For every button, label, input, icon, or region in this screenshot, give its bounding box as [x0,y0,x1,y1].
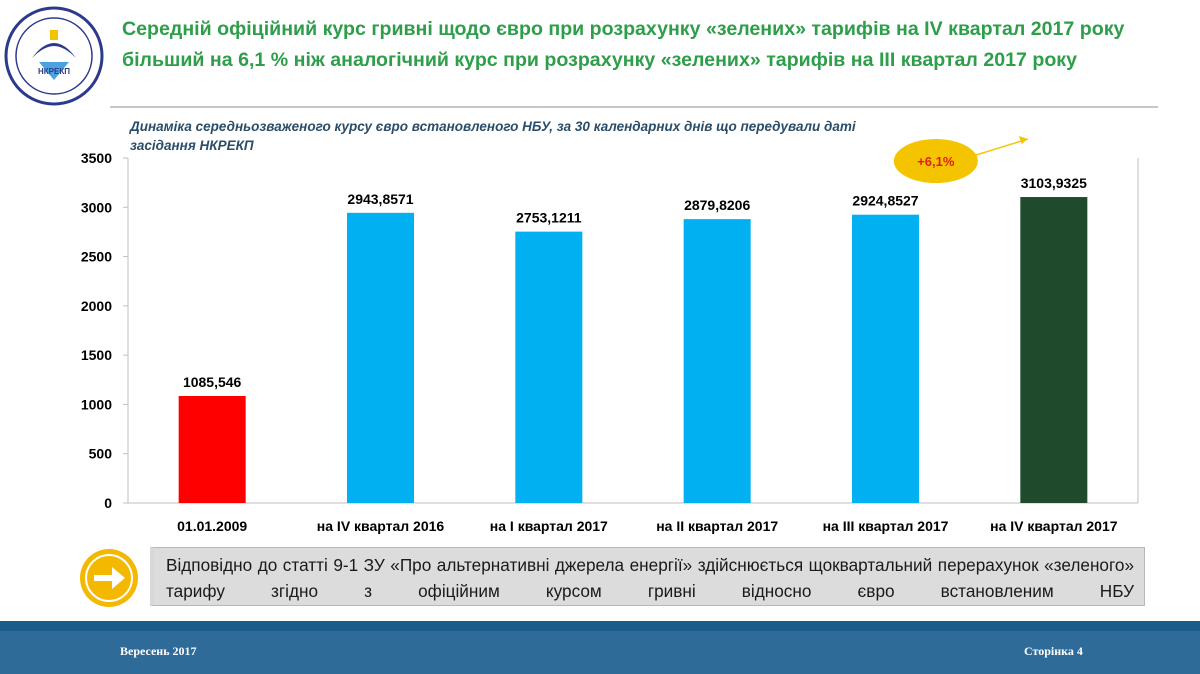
chart-subtitle-line-1: Динаміка середньозваженого курсу євро вс… [129,119,856,134]
x-tick-label: на IV квартал 2017 [990,518,1118,534]
y-tick-label: 3000 [81,199,112,215]
x-tick-label: 01.01.2009 [177,518,247,534]
slide-title: Середній офіційний курс гривні щодо євро… [122,18,1125,71]
annotation-label: +6,1% [917,154,955,169]
note-box: Відповідно до статті 9-1 ЗУ «Про альтерн… [150,547,1145,606]
note-text: Відповідно до статті 9-1 ЗУ «Про альтерн… [166,555,1134,601]
y-tick-label: 1000 [81,396,112,412]
y-tick-label: 1500 [81,347,112,363]
footer-page-number: Сторінка 4 [1024,644,1083,658]
y-tick-label: 2000 [81,298,112,314]
data-label: 2753,1211 [516,210,582,226]
footer-band [0,631,1200,674]
annotation-arrow-head [1018,136,1028,145]
y-tick-label: 0 [104,495,112,511]
bar [347,212,414,503]
data-label: 2924,8527 [852,193,918,209]
data-label: 2943,8571 [347,191,413,207]
bar-chart: Динаміка середньозваженого курсу євро вс… [81,119,1139,534]
data-label: 1085,546 [183,374,242,390]
title-divider [110,106,1158,108]
logo-text: НКРЕКП [38,67,70,76]
y-tick-label: 500 [89,446,113,462]
x-tick-label: на IV квартал 2016 [317,518,445,534]
bar [178,395,246,503]
footer-band-stripe [0,621,1200,631]
data-label: 2879,8206 [684,197,750,213]
y-tick-label: 2500 [81,249,112,265]
chart-subtitle-line-2: засідання НКРЕКП [130,138,254,153]
bar [683,219,751,504]
data-label: 3103,9325 [1021,175,1087,191]
nkrekp-logo: НКРЕКП [4,6,104,106]
x-tick-label: на III квартал 2017 [823,518,949,534]
annotation-arrow-line [975,138,1029,156]
bar [852,214,919,503]
arrow-right-icon [80,549,138,607]
x-tick-label: на I квартал 2017 [490,518,608,534]
y-tick-label: 3500 [81,150,112,166]
annotation-bubble [893,139,978,184]
bar [1020,197,1088,503]
footer-date: Вересень 2017 [120,644,197,658]
bar [515,231,583,504]
x-tick-label: на II квартал 2017 [656,518,778,534]
